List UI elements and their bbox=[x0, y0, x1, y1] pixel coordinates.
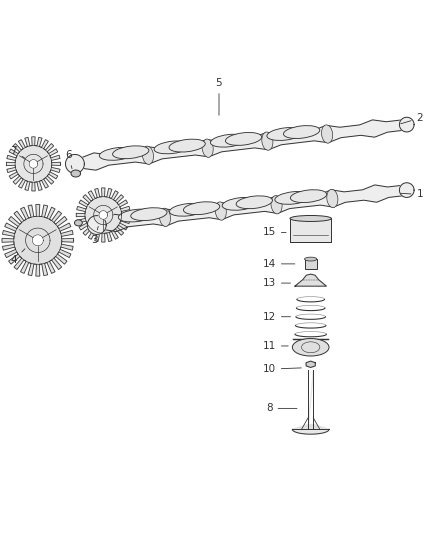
Polygon shape bbox=[96, 185, 407, 231]
Polygon shape bbox=[2, 205, 74, 276]
Ellipse shape bbox=[99, 148, 136, 160]
Polygon shape bbox=[94, 205, 113, 224]
Polygon shape bbox=[24, 154, 43, 174]
Ellipse shape bbox=[142, 146, 153, 164]
Ellipse shape bbox=[202, 139, 213, 157]
Polygon shape bbox=[66, 155, 85, 173]
Ellipse shape bbox=[271, 196, 282, 214]
Ellipse shape bbox=[290, 215, 332, 222]
Polygon shape bbox=[99, 211, 108, 219]
Text: 6: 6 bbox=[65, 150, 72, 168]
Ellipse shape bbox=[170, 204, 206, 216]
Ellipse shape bbox=[275, 191, 311, 204]
Ellipse shape bbox=[74, 220, 82, 226]
Text: 12: 12 bbox=[263, 312, 290, 322]
Ellipse shape bbox=[211, 134, 247, 147]
Text: 10: 10 bbox=[263, 364, 301, 374]
Polygon shape bbox=[74, 119, 407, 170]
Text: 5: 5 bbox=[215, 78, 223, 115]
Polygon shape bbox=[399, 183, 414, 197]
Polygon shape bbox=[32, 235, 43, 246]
Ellipse shape bbox=[267, 127, 303, 140]
Ellipse shape bbox=[226, 133, 261, 146]
Text: 3: 3 bbox=[91, 227, 98, 245]
Polygon shape bbox=[87, 215, 106, 235]
Ellipse shape bbox=[118, 209, 155, 222]
Polygon shape bbox=[399, 117, 414, 132]
Text: 4: 4 bbox=[11, 249, 25, 265]
Ellipse shape bbox=[71, 170, 81, 177]
Ellipse shape bbox=[154, 141, 191, 154]
Ellipse shape bbox=[131, 208, 167, 221]
Polygon shape bbox=[25, 228, 50, 253]
Ellipse shape bbox=[283, 126, 320, 139]
Ellipse shape bbox=[222, 197, 258, 210]
Ellipse shape bbox=[262, 132, 273, 150]
Text: 8: 8 bbox=[266, 403, 297, 414]
Ellipse shape bbox=[236, 196, 272, 209]
FancyBboxPatch shape bbox=[290, 219, 332, 243]
Ellipse shape bbox=[169, 139, 205, 152]
Ellipse shape bbox=[184, 202, 220, 215]
Ellipse shape bbox=[304, 257, 317, 261]
FancyBboxPatch shape bbox=[304, 259, 317, 269]
Polygon shape bbox=[295, 274, 326, 286]
Polygon shape bbox=[76, 188, 131, 242]
Polygon shape bbox=[308, 370, 313, 430]
Ellipse shape bbox=[292, 338, 329, 356]
Ellipse shape bbox=[113, 146, 149, 159]
Text: 1: 1 bbox=[401, 189, 423, 199]
Polygon shape bbox=[7, 137, 60, 191]
Polygon shape bbox=[292, 425, 329, 430]
Ellipse shape bbox=[327, 189, 338, 208]
Text: 11: 11 bbox=[263, 341, 288, 351]
Polygon shape bbox=[292, 430, 329, 434]
Text: 15: 15 bbox=[263, 228, 286, 237]
Ellipse shape bbox=[290, 190, 327, 203]
Text: 7: 7 bbox=[11, 146, 25, 158]
Text: 14: 14 bbox=[263, 259, 295, 269]
Ellipse shape bbox=[215, 202, 226, 220]
Polygon shape bbox=[306, 361, 315, 367]
Text: 2: 2 bbox=[401, 113, 423, 124]
Ellipse shape bbox=[159, 208, 170, 227]
Polygon shape bbox=[29, 159, 38, 168]
Text: 13: 13 bbox=[263, 278, 290, 288]
Ellipse shape bbox=[321, 125, 333, 143]
